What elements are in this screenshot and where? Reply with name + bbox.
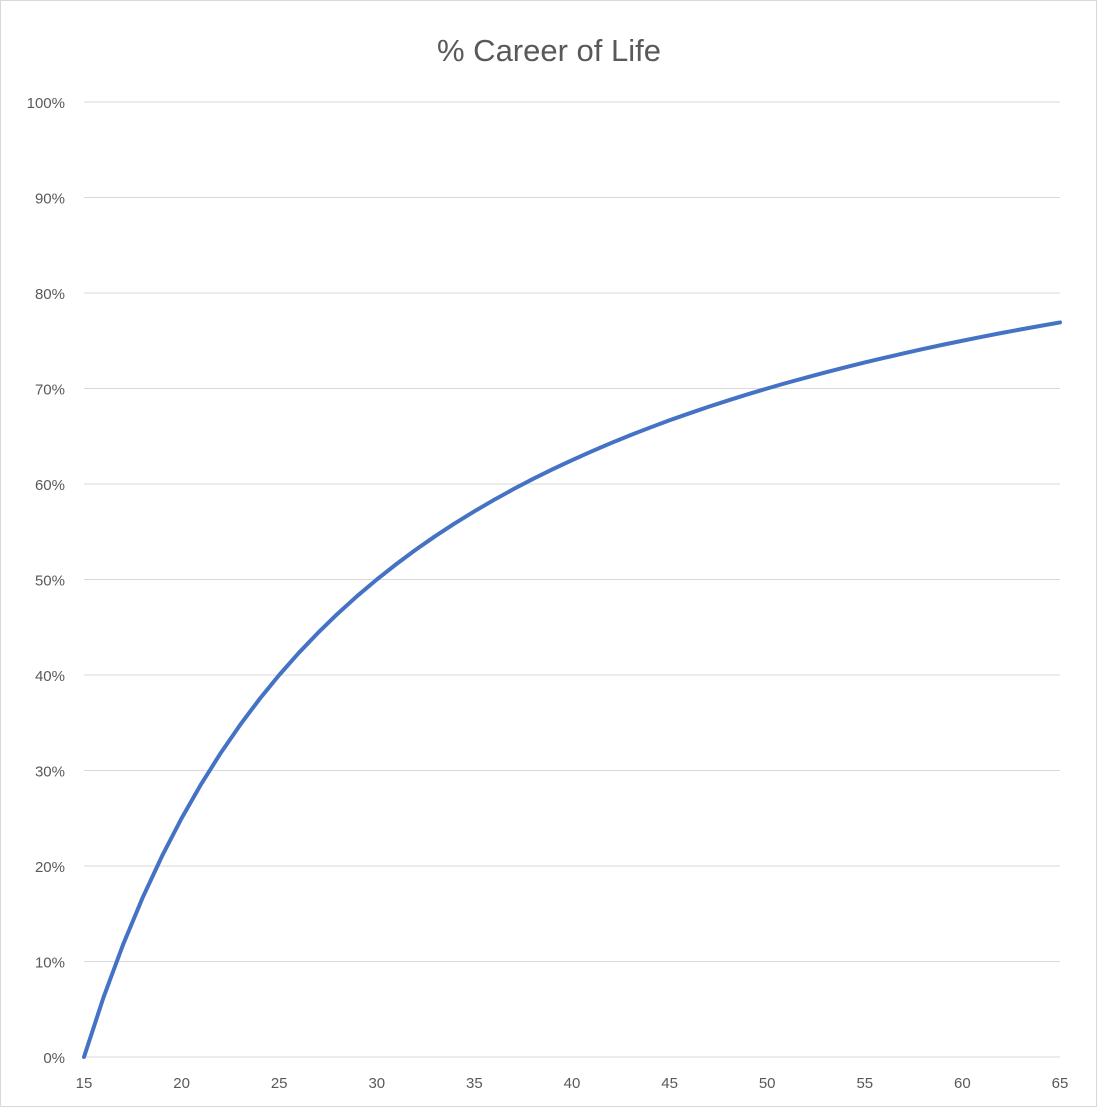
x-tick-label: 45 [661,1075,678,1092]
series-layer [82,320,1062,1059]
x-tick-label: 35 [466,1075,483,1092]
y-tick-label: 30% [35,764,65,781]
gridlines [84,101,1060,1058]
x-tick-label: 60 [954,1075,971,1092]
y-tick-label: 90% [35,191,65,208]
y-axis-ticks: 0% 10% 20% 30% 40% 50% 60% 70% 80% 90% 100% [27,95,65,1067]
chart-title: % Career of Life [437,33,661,68]
y-tick-label: 40% [35,668,65,685]
y-tick-label: 100% [27,95,65,112]
x-tick-label: 25 [271,1075,288,1092]
x-tick-label: 20 [173,1075,190,1092]
x-tick-label: 15 [76,1075,93,1092]
x-tick-label: 65 [1052,1075,1069,1092]
y-tick-label: 20% [35,859,65,876]
y-tick-label: 10% [35,955,65,972]
x-tick-label: 50 [759,1075,776,1092]
y-tick-label: 50% [35,573,65,590]
x-tick-label: 30 [368,1075,385,1092]
series-line [82,320,1062,1059]
y-tick-label: 80% [35,286,65,303]
y-tick-label: 70% [35,382,65,399]
y-tick-label: 0% [43,1050,65,1067]
x-axis-ticks: 15 20 25 30 35 40 45 50 55 60 65 [76,1075,1069,1092]
x-tick-label: 55 [856,1075,873,1092]
y-tick-label: 60% [35,477,65,494]
x-tick-label: 40 [564,1075,581,1092]
